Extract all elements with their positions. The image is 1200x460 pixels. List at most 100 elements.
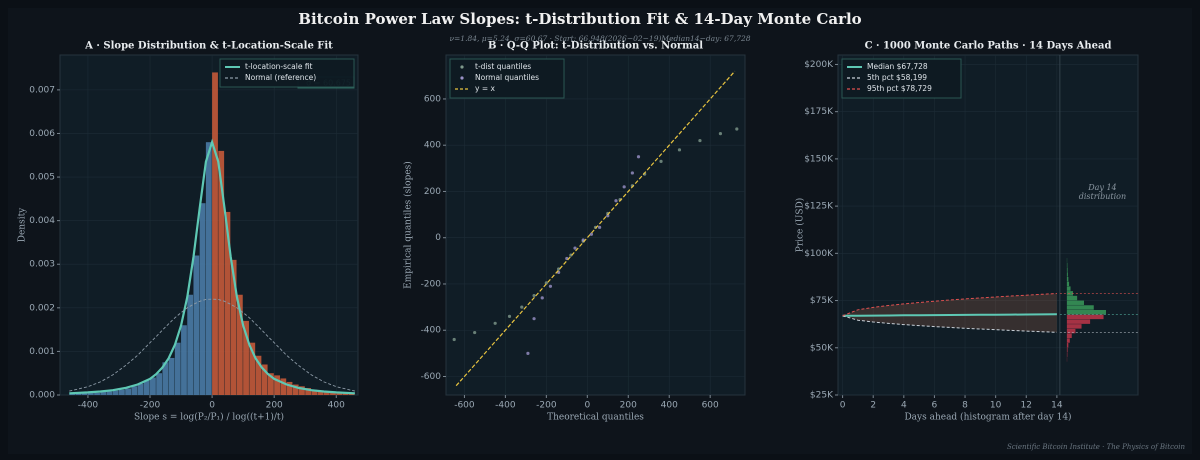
day14-histogram-bar — [1066, 300, 1084, 305]
qq-point — [718, 132, 723, 136]
y-axis-label: Price (USD) — [795, 198, 806, 252]
qq-point — [520, 305, 524, 309]
histogram-bar — [218, 150, 225, 395]
legend-box — [449, 58, 565, 99]
legend-label: Median $67,728 — [867, 62, 928, 71]
histogram-bar — [255, 355, 262, 395]
qq-point — [630, 171, 634, 175]
day14-histogram-bar — [1066, 314, 1104, 320]
y-tick-label: 0.005 — [29, 173, 55, 183]
percentile-line — [842, 313, 1057, 317]
qq-point — [544, 281, 548, 285]
y-tick-label: 0.001 — [29, 347, 55, 357]
histogram-bar — [348, 393, 355, 395]
histogram-bar — [94, 392, 100, 395]
legend-label: y = x — [475, 84, 495, 93]
y-tick-label: 0.000 — [29, 391, 55, 401]
qq-point — [493, 321, 497, 325]
histogram-bar — [224, 211, 231, 395]
x-tick-label: 600 — [702, 401, 719, 411]
histogram-bar — [243, 320, 249, 395]
histogram-bar — [261, 364, 268, 395]
qq-point — [540, 296, 544, 300]
histogram-bar — [69, 393, 76, 395]
qq-point — [548, 284, 553, 288]
x-axis-label: Days ahead (histogram after day 14) — [904, 412, 1071, 423]
y-tick-label: $75K — [810, 296, 834, 306]
x-tick-label: 200 — [620, 401, 637, 411]
day14-histogram-bar — [1066, 328, 1076, 334]
histogram-bar — [174, 342, 181, 395]
day14-histogram-bar — [1066, 267, 1068, 272]
qq-point — [589, 232, 594, 236]
y-tick-label: $25K — [810, 391, 834, 401]
x-axis-label: Slope s = log(P₂/P₁) / log((t+1)/t) — [134, 412, 284, 423]
x-axis-label: Theoretical quantiles — [547, 413, 644, 423]
legend-label: Normal (reference) — [245, 73, 316, 82]
x-tick-label: 2 — [870, 401, 876, 411]
histogram-bar — [330, 392, 336, 395]
histogram-bar — [87, 392, 94, 395]
figure-subtitle: ν=1.84, μ=5.24, σ=60.67 · Start: 66,948(… — [449, 34, 750, 43]
qq-point — [532, 293, 536, 298]
y-tick-label: 0.006 — [29, 129, 55, 139]
y-axis-label: Density — [18, 207, 28, 242]
histogram-bar — [143, 380, 150, 395]
reference-line — [455, 70, 736, 387]
histogram-bar — [205, 142, 212, 395]
histogram-bar — [280, 378, 287, 395]
day14-histogram-bar — [1066, 305, 1094, 310]
legend-box — [219, 58, 355, 88]
qq-point — [569, 253, 573, 257]
panel-title: C · 1000 Monte Carlo Paths · 14 Days Ahe… — [865, 41, 1112, 52]
histogram-bar — [292, 384, 299, 395]
day14-histogram-bar — [1066, 319, 1091, 324]
plot-background — [837, 54, 1139, 396]
x-tick-label: -200 — [536, 401, 557, 411]
qq-point — [659, 159, 663, 163]
qq-point — [473, 330, 477, 335]
x-tick-label: 400 — [661, 401, 678, 411]
histogram-bar — [311, 389, 318, 395]
day14-histogram-bar — [1066, 347, 1068, 353]
histogram-bar — [274, 375, 280, 395]
y-tick-label: 0.004 — [29, 216, 55, 226]
footer: Scientific Bitcoin Institute · The Physi… — [1007, 443, 1186, 451]
x-tick-label: 0 — [840, 401, 846, 411]
qq-point — [606, 214, 610, 218]
x-tick-label: 400 — [328, 401, 345, 411]
y-tick-label: 0.002 — [29, 303, 55, 313]
histogram-bar — [100, 391, 107, 395]
annotation: distribution — [1079, 192, 1126, 201]
path-band — [842, 293, 1057, 333]
histogram-bar — [342, 393, 349, 395]
qq-point — [614, 199, 618, 203]
day14-histogram-bar — [1066, 324, 1082, 329]
x-tick-label: 6 — [932, 401, 938, 411]
histogram-bar — [199, 203, 206, 395]
legend-label: t-location-scale fit — [245, 62, 313, 71]
histogram-bar — [81, 393, 88, 395]
day14-histogram-bar — [1066, 291, 1073, 296]
histogram-bar — [150, 377, 156, 395]
y-axis-label: Empirical quantiles (slopes) — [403, 161, 414, 289]
y-tick-label: $50K — [810, 343, 834, 353]
day14-histogram-bar — [1066, 276, 1069, 282]
day14-histogram-bar — [1066, 343, 1069, 348]
histogram-bar — [168, 357, 175, 395]
histogram-bar — [162, 362, 169, 395]
qq-point — [532, 317, 536, 321]
x-tick-label: -400 — [78, 401, 99, 411]
x-tick-label: -400 — [495, 401, 516, 411]
percentile-line — [842, 293, 1057, 317]
x-tick-label: 14 — [1051, 401, 1063, 411]
day14-histogram-bar — [1066, 272, 1068, 277]
histogram-bar — [137, 383, 144, 395]
histogram-bar — [317, 390, 324, 395]
panel-title: B · Q-Q Plot: t-Distribution vs. Normal — [488, 41, 703, 52]
qq-point — [526, 351, 530, 355]
y-tick-label: 0.003 — [29, 260, 55, 270]
qq-point — [557, 267, 561, 271]
qq-point — [573, 246, 577, 250]
percentile-line — [842, 315, 1057, 333]
